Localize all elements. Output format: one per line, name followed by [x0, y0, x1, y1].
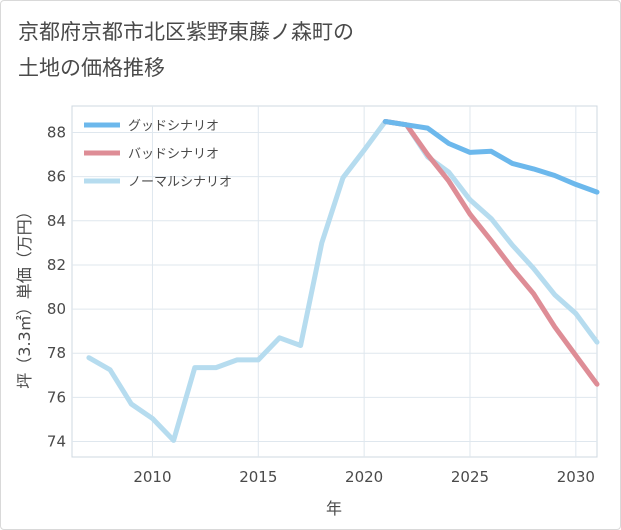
series-lines [86, 119, 600, 443]
chart-title: 京都府京都市北区紫野東藤ノ森町の 土地の価格推移 [18, 20, 354, 80]
y-tick-label: 88 [47, 123, 66, 141]
y-tick-label: 84 [47, 212, 66, 230]
y-tick-labels: 74 76 78 80 82 84 86 88 [47, 123, 66, 450]
y-tick-label: 80 [47, 300, 66, 318]
x-tick-label: 2015 [239, 468, 277, 486]
x-tick-label: 2025 [451, 468, 489, 486]
legend-label: ノーマルシナリオ [128, 175, 232, 190]
y-tick-label: 82 [47, 256, 66, 274]
y-axis-label: 坪（3.3㎡）単価（万円） [15, 203, 34, 388]
x-tick-label: 2030 [557, 468, 595, 486]
legend-label: バッドシナリオ [128, 147, 219, 162]
y-tick-label: 86 [47, 168, 66, 186]
x-tick-labels: 2010 2015 2020 2025 2030 [133, 468, 595, 486]
y-tick-label: 76 [47, 388, 66, 406]
x-tick-label: 2020 [345, 468, 383, 486]
legend-label: グッドシナリオ [128, 119, 219, 134]
y-tick-label: 78 [47, 344, 66, 362]
x-tick-label: 2010 [133, 468, 171, 486]
series-line [382, 119, 600, 195]
series-line [86, 119, 600, 443]
y-tick-label: 74 [47, 433, 66, 451]
series-line [382, 119, 600, 387]
x-axis-label: 年 [326, 499, 342, 518]
